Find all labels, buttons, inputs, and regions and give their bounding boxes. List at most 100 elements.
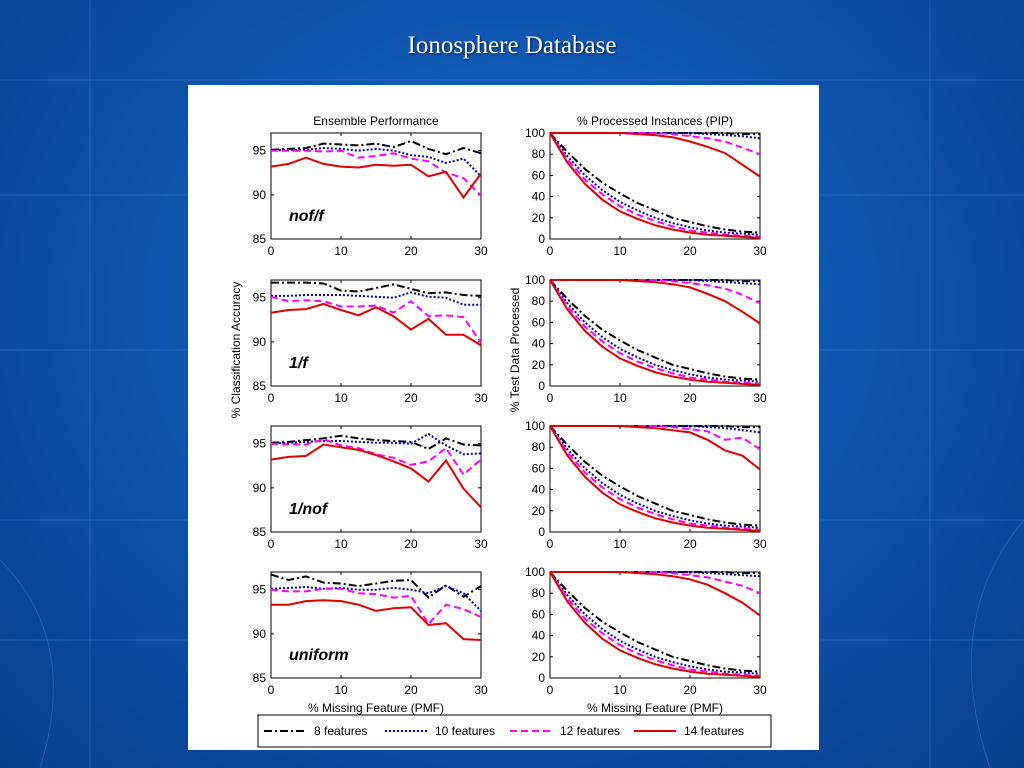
x-axis-label: % Missing Feature (PMF) <box>308 701 444 715</box>
y-tick-label: 80 <box>532 294 546 308</box>
y-tick-label: 90 <box>253 188 267 202</box>
x-tick-label: 10 <box>334 683 348 697</box>
x-tick-label: 30 <box>753 391 767 405</box>
x-tick-label: 0 <box>268 244 275 258</box>
x-tick-label: 0 <box>547 244 554 258</box>
x-axis-label: % Missing Feature (PMF) <box>587 701 723 715</box>
series-line-8-features <box>271 281 482 297</box>
y-tick-label: 85 <box>253 671 267 685</box>
subplot-pip-1-nof: 0 10 20 30 0 20 40 60 80 100 <box>525 419 767 551</box>
x-tick-label: 20 <box>683 244 697 258</box>
y-tick-label: 20 <box>532 211 546 225</box>
plot-axes-box <box>549 132 761 240</box>
series-line-10-features <box>549 132 761 236</box>
series-line-10-features <box>549 571 761 675</box>
y-tick-label: 100 <box>525 565 545 579</box>
y-tick-label: 85 <box>253 232 267 246</box>
x-tick-label: 0 <box>547 391 554 405</box>
legend: 8 features 10 features 12 features 14 featu… <box>257 714 772 748</box>
series-line-12-features <box>271 149 482 197</box>
slide-title: Ionosphere Database <box>407 32 617 59</box>
y-tick-label: 0 <box>538 232 545 246</box>
y-tick-label: 85 <box>253 525 267 539</box>
y-tick-label: 40 <box>532 190 546 204</box>
series-line-8-features <box>270 434 482 451</box>
subplot-pip-1-f: 0 10 20 30 0 20 40 60 80 100% Test Data Processed <box>508 273 767 412</box>
legend-label: 10 features <box>435 724 495 738</box>
series-line-12-features <box>270 295 482 344</box>
x-tick-label: 30 <box>474 683 488 697</box>
x-tick-label: 30 <box>753 683 767 697</box>
series-line-14-features <box>271 599 482 641</box>
x-tick-label: 0 <box>547 537 554 551</box>
x-tick-label: 30 <box>474 537 488 551</box>
x-tick-label: 20 <box>683 537 697 551</box>
subplot-title: % Processed Instances (PIP) <box>577 114 733 128</box>
y-tick-label: 80 <box>532 586 546 600</box>
series-line-14-features <box>270 302 482 347</box>
series-line-12-features <box>550 425 761 451</box>
y-tick-label: 40 <box>532 337 546 351</box>
x-tick-label: 0 <box>268 391 275 405</box>
series-line-14-features <box>270 443 482 508</box>
x-tick-label: 20 <box>683 391 697 405</box>
subplot-ensemble-1-f: 0 10 20 30 85 90 95 % Classification Accuracy 1/… <box>229 279 488 418</box>
plot-axes-box <box>549 571 761 679</box>
plot-axes-box <box>549 279 761 387</box>
x-tick-label: 20 <box>404 537 418 551</box>
y-tick-label: 85 <box>253 379 267 393</box>
plot-axes-box <box>270 279 482 387</box>
y-axis-label: % Test Data Processed <box>508 288 522 413</box>
x-tick-label: 30 <box>753 244 767 258</box>
y-tick-label: 100 <box>525 273 545 287</box>
series-line-8-features <box>549 279 761 381</box>
x-tick-label: 20 <box>404 683 418 697</box>
series-line-8-features <box>270 573 482 599</box>
x-tick-label: 0 <box>268 683 275 697</box>
x-tick-label: 0 <box>268 537 275 551</box>
series-line-10-features <box>270 585 482 612</box>
x-tick-label: 20 <box>683 683 697 697</box>
y-tick-label: 20 <box>532 650 546 664</box>
scheme-label: 1/f <box>289 355 309 372</box>
scheme-label: uniform <box>289 647 349 664</box>
y-tick-label: 40 <box>532 629 546 643</box>
x-tick-label: 30 <box>753 537 767 551</box>
series-line-10-features <box>549 425 761 529</box>
y-tick-label: 90 <box>253 627 267 641</box>
series-line-14-features <box>549 279 761 386</box>
y-tick-label: 0 <box>538 379 545 393</box>
plot-axes-box <box>270 571 482 679</box>
legend-label: 14 features <box>684 724 744 738</box>
series-line-12-features <box>549 571 761 677</box>
series-line-10-features <box>270 432 482 456</box>
y-tick-label: 20 <box>532 504 546 518</box>
x-tick-label: 30 <box>474 391 488 405</box>
series-line-12-features <box>270 587 482 626</box>
plot-axes-box <box>270 425 482 533</box>
series-line-14-features <box>549 571 761 678</box>
series-line-12-features <box>549 425 761 531</box>
plot-axes-box <box>270 132 482 240</box>
y-tick-label: 80 <box>532 440 546 454</box>
x-tick-label: 10 <box>613 244 627 258</box>
subplot-pip-nof-f: 0 10 20 30 0 20 40 60 80 100 % Processed Instances… <box>525 114 767 258</box>
x-tick-label: 10 <box>334 244 348 258</box>
series-line-14-features <box>550 279 761 325</box>
series-line-8-features <box>270 139 482 156</box>
series-line-8-features <box>549 132 761 234</box>
series-line-12-features <box>550 132 761 156</box>
series-line-14-features <box>549 132 761 239</box>
x-tick-label: 30 <box>474 244 488 258</box>
legend-label: 8 features <box>314 724 367 738</box>
legend-label: 12 features <box>560 724 620 738</box>
y-tick-label: 60 <box>532 607 546 621</box>
subplot-title: Ensemble Performance <box>313 114 439 128</box>
y-tick-label: 100 <box>525 419 545 433</box>
y-tick-label: 95 <box>253 144 267 158</box>
subplot-ensemble-nof-f: 0 10 20 30 85 90 95 Ensemble Performance nof/f <box>253 114 488 258</box>
series-line-10-features <box>270 146 482 178</box>
series-line-14-features <box>270 156 482 200</box>
x-tick-label: 10 <box>613 537 627 551</box>
